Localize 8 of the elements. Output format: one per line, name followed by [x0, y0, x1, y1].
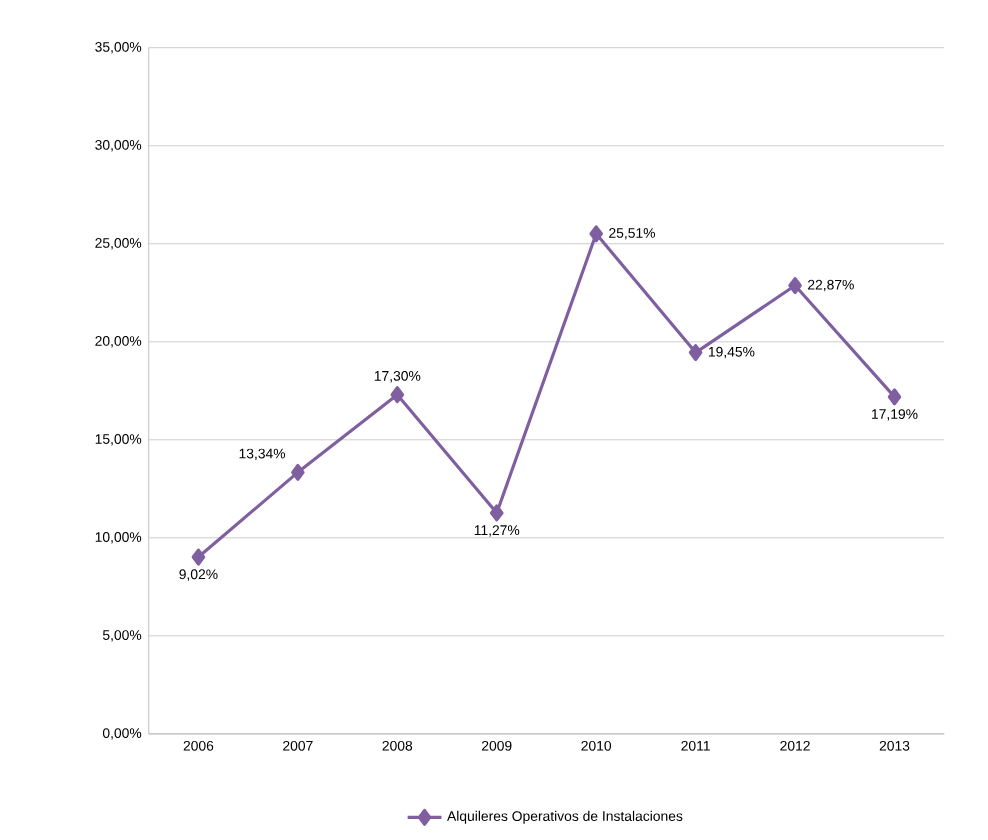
point [788, 277, 802, 295]
point [688, 344, 703, 362]
point [887, 388, 902, 406]
point [390, 386, 405, 404]
point [191, 548, 206, 566]
point [489, 504, 504, 522]
point [291, 464, 305, 482]
point [589, 225, 603, 243]
